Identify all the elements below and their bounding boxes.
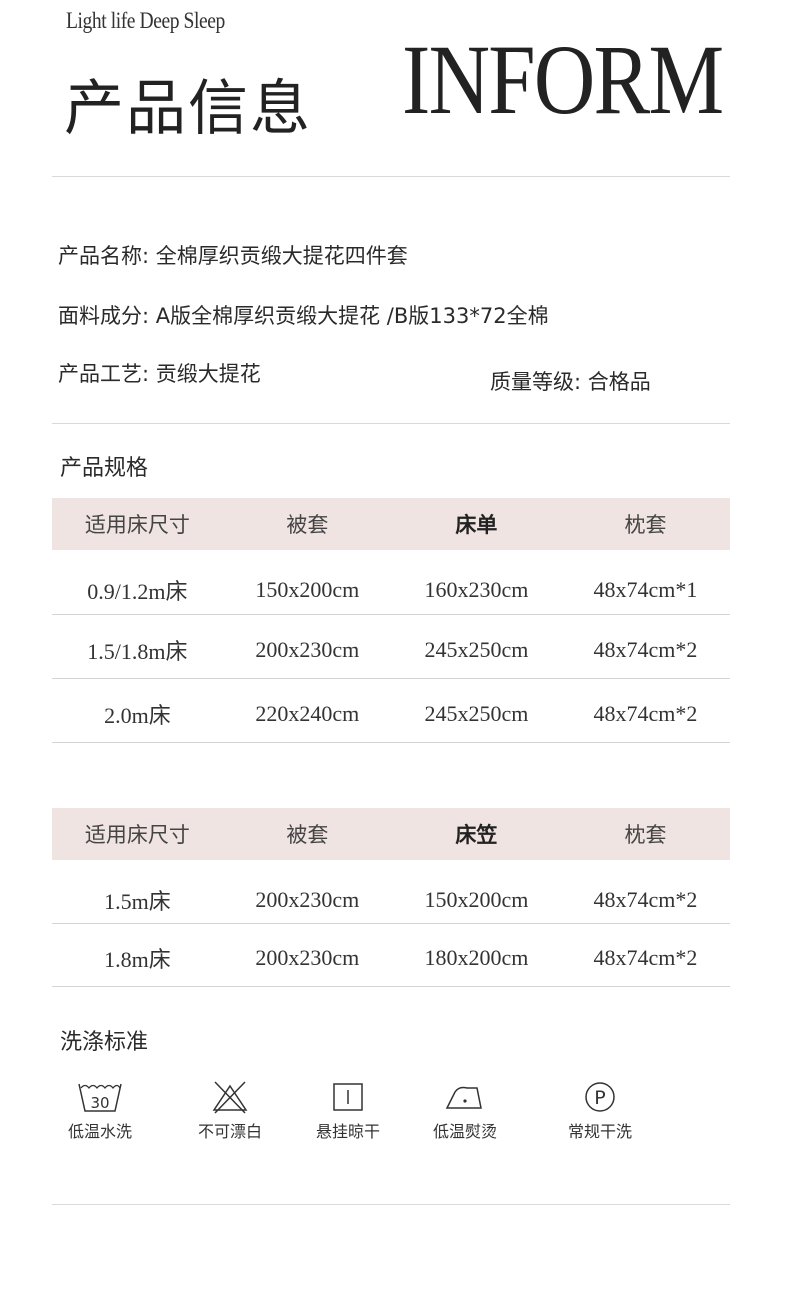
divider [52,423,730,424]
page-title-en: INFORM [402,24,724,135]
fabric-label: 面料成分: [58,304,150,328]
care-label: 低温水洗 [67,1122,132,1141]
table-cell: 1.5/1.8m床 [52,614,223,679]
table-cell: 160x230cm [391,550,561,615]
table-cell: 48x74cm*2 [560,860,730,924]
wash-30-icon: 30 [78,1083,122,1112]
care-item-no-bleach: 不可漂白 [175,1080,285,1142]
table-cell: 150x200cm [391,860,561,924]
dry-clean-letter: P [594,1087,605,1109]
craft-value: 贡缎大提花 [155,362,261,386]
care-item-low-iron: 低温熨烫 [410,1080,520,1142]
table-header-row: 适用床尺寸 被套 床笠 枕套 [52,808,730,860]
table-cell: 1.8m床 [52,923,223,987]
tagline: Light life Deep Sleep [66,8,225,33]
fabric: 面料成分: A版全棉厚织贡缎大提花 /B版133*72全棉 [58,300,549,330]
table-cell: 2.0m床 [52,678,223,743]
spec-table-1: 适用床尺寸 被套 床单 枕套 0.9/1.2m床 150x200cm 160x230cm 48… [52,498,730,743]
product-name-label: 产品名称: [58,244,150,268]
table-row: 1.5/1.8m床 200x230cm 245x250cm 48x74cm*2 [52,614,730,679]
table-cell: 245x250cm [391,614,561,679]
table-cell: 200x230cm [222,614,392,679]
table-cell: 48x74cm*2 [560,614,730,679]
table-cell: 220x240cm [222,678,392,743]
care-item-dry-clean: P 常规干洗 [545,1080,655,1142]
table-cell: 48x74cm*2 [560,678,730,743]
fabric-value: A版全棉厚织贡缎大提花 /B版133*72全棉 [155,304,549,328]
column-header: 适用床尺寸 [52,498,223,550]
care-label: 悬挂晾干 [315,1122,380,1141]
grade-value: 合格品 [587,370,651,394]
care-label: 低温熨烫 [432,1122,497,1141]
care-item-wash: 30 低温水洗 [45,1080,155,1142]
craft: 产品工艺: 贡缎大提花 [58,358,261,388]
care-label: 不可漂白 [197,1122,262,1141]
column-header: 床单 [391,498,561,550]
care-title: 洗涤标准 [60,1030,149,1055]
column-header: 枕套 [560,498,730,550]
table-cell: 150x200cm [222,550,392,615]
low-iron-icon [445,1086,482,1109]
divider [52,1204,730,1205]
table-cell: 245x250cm [391,678,561,743]
care-item-hang-dry: 悬挂晾干 [293,1080,403,1142]
quality-grade: 质量等级: 合格品 [490,366,651,396]
table-cell: 200x230cm [222,860,392,924]
spec-table-2: 适用床尺寸 被套 床笠 枕套 1.5m床 200x230cm 150x200cm 48x74c… [52,808,730,987]
spec-title: 产品规格 [60,456,149,481]
table-cell: 200x230cm [222,923,392,987]
column-header: 被套 [222,498,392,550]
no-bleach-icon [212,1081,248,1114]
divider [52,176,730,177]
hang-dry-icon [333,1083,363,1111]
column-header: 被套 [222,808,392,860]
care-label: 常规干洗 [567,1122,632,1141]
dry-clean-icon: P [585,1082,615,1112]
product-name: 产品名称: 全棉厚织贡缎大提花四件套 [58,240,408,270]
table-cell: 48x74cm*1 [560,550,730,615]
craft-label: 产品工艺: [58,362,150,386]
column-header: 适用床尺寸 [52,808,223,860]
wash-temperature: 30 [90,1094,109,1112]
table-row: 2.0m床 220x240cm 245x250cm 48x74cm*2 [52,678,730,743]
table-header-row: 适用床尺寸 被套 床单 枕套 [52,498,730,550]
column-header: 枕套 [560,808,730,860]
table-row: 1.5m床 200x230cm 150x200cm 48x74cm*2 [52,860,730,924]
table-cell: 180x200cm [391,923,561,987]
table-cell: 0.9/1.2m床 [52,550,223,615]
column-header: 床笠 [391,808,561,860]
grade-label: 质量等级: [490,370,582,394]
table-row: 1.8m床 200x230cm 180x200cm 48x74cm*2 [52,923,730,987]
table-row: 0.9/1.2m床 150x200cm 160x230cm 48x74cm*1 [52,550,730,615]
product-name-value: 全棉厚织贡缎大提花四件套 [155,244,408,268]
table-cell: 48x74cm*2 [560,923,730,987]
page-title: 产品信息 [64,76,312,142]
table-cell: 1.5m床 [52,860,223,924]
